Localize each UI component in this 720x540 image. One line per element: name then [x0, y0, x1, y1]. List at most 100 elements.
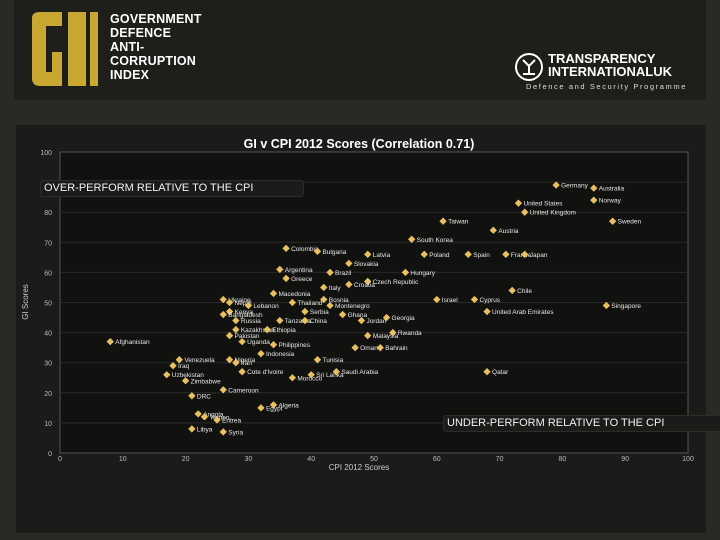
data-point-label: Bahrain — [385, 345, 408, 352]
data-point — [502, 250, 510, 259]
data-point — [364, 331, 372, 340]
gi-logo-icon — [26, 8, 102, 90]
scatter-chart: 0 10 20 30 40 50 60 70 80 90 100 0 10 20 30 40 50 60 70 80… — [21, 137, 694, 472]
data-point-label: Latvia — [373, 252, 391, 259]
data-point-label: Sri Lanka — [316, 372, 344, 379]
data-point-label: Sweden — [618, 219, 642, 226]
data-point-label: Australia — [599, 186, 625, 193]
chart-title: GI v CPI 2012 Scores (Correlation 0.71) — [244, 137, 475, 151]
data-point-label: Syria — [228, 429, 243, 436]
data-point-label: Taiwan — [448, 219, 469, 226]
data-point-label: Singapore — [611, 303, 641, 310]
data-point-label: Germany — [561, 183, 588, 190]
data-point-label: Italy — [329, 285, 342, 292]
gi-logo-text: GOVERNMENT DEFENCE ANTI- CORRUPTION INDE… — [110, 12, 202, 82]
x-tick-label: 80 — [559, 456, 567, 463]
x-tick-label: 90 — [621, 456, 629, 463]
data-point — [225, 356, 234, 364]
data-point — [225, 298, 234, 307]
x-tick-label: 100 — [682, 456, 694, 463]
data-point-label: Pakistan — [235, 333, 260, 340]
data-point-label: Ghana — [348, 312, 368, 319]
logo-line-4: CORRUPTION — [110, 54, 197, 68]
data-point-label: Montenegro — [335, 303, 370, 310]
data-point-label: Norway — [599, 198, 622, 205]
data-point-label: United States — [523, 201, 563, 208]
y-tick-label: 80 — [44, 210, 52, 217]
data-point-label: Hungary — [410, 270, 435, 277]
data-point-label: China — [310, 318, 327, 325]
data-point-label: United Kingdom — [530, 210, 576, 217]
data-point-label: Spain — [473, 252, 490, 259]
data-point — [232, 316, 240, 325]
data-point-label: Israel — [442, 297, 458, 304]
x-tick-label: 60 — [433, 456, 441, 463]
data-point — [232, 325, 240, 334]
data-point-label: Ethiopia — [272, 327, 296, 334]
y-tick-label: 50 — [44, 301, 52, 308]
data-point — [483, 307, 491, 316]
data-point-label: Eritrea — [222, 417, 242, 424]
data-point-label: Slovakia — [354, 261, 379, 268]
data-point-label: Uzbekistan — [172, 372, 205, 379]
data-point-label: Ukraine — [228, 297, 251, 304]
data-point-label: France — [511, 252, 532, 259]
data-point-label: Lebanon — [253, 303, 279, 310]
logo-line-3: ANTI- — [110, 40, 145, 54]
y-axis-label: GI Scores — [21, 284, 30, 320]
data-point — [552, 181, 560, 189]
data-point-label: Bulgaria — [322, 249, 346, 256]
data-point — [106, 337, 114, 346]
y-tick-label: 100 — [40, 150, 52, 157]
x-tick-label: 70 — [496, 456, 504, 463]
data-point — [364, 277, 372, 286]
x-tick-label: 30 — [245, 456, 253, 463]
data-point-label: Morocco — [297, 375, 322, 382]
data-point-label: Rwanda — [398, 330, 422, 337]
data-point — [345, 259, 353, 268]
x-tick-label: 40 — [307, 456, 315, 463]
data-point-label: Chile — [517, 288, 532, 295]
logo-line-1: GOVERNMENT — [110, 12, 202, 26]
data-point-label: Angola — [203, 411, 224, 418]
data-point — [521, 208, 529, 216]
data-point-label: United Arab Emirates — [492, 309, 554, 316]
x-axis-label: CPI 2012 Scores — [329, 463, 389, 472]
x-tick-label: 20 — [182, 456, 190, 463]
data-point — [345, 280, 353, 289]
data-point-label: Jordan — [366, 318, 386, 325]
data-point — [464, 250, 472, 259]
data-point — [420, 250, 428, 259]
ti-line-1: TRANSPARENCY — [548, 51, 656, 66]
under-perform-label: UNDER-PERFORM RELATIVE TO THE CPI — [443, 415, 720, 432]
data-point — [376, 343, 384, 352]
data-point-label: Poland — [429, 252, 450, 259]
ti-line-2-suffix: UK — [653, 64, 672, 79]
data-point — [382, 313, 391, 322]
x-tick-label: 10 — [119, 456, 127, 463]
data-point-label: Malaysia — [373, 333, 399, 340]
data-point — [489, 226, 497, 234]
data-point-label: Afghanistan — [115, 339, 150, 346]
y-tick-label: 40 — [44, 331, 52, 338]
data-point-label: Brazil — [335, 270, 352, 277]
data-point-label: Saudi Arabia — [341, 369, 378, 376]
data-point-label: Colombia — [291, 246, 319, 253]
data-point — [263, 325, 271, 334]
y-tick-label: 20 — [44, 391, 52, 398]
y-tick-label: 10 — [44, 421, 52, 428]
logo-line-2: DEFENCE — [110, 26, 172, 40]
data-point-label: Nigeria — [235, 357, 256, 364]
x-axis-ticks: 0 10 20 30 40 50 60 70 80 90 100 — [58, 456, 694, 463]
data-point — [276, 316, 284, 325]
data-point-label: Georgia — [392, 315, 416, 322]
data-point — [200, 413, 209, 421]
data-point-label: Libya — [197, 426, 213, 433]
data-point-label: South Korea — [417, 237, 454, 244]
data-point-label: Venezuela — [184, 357, 215, 364]
data-point — [269, 289, 278, 298]
data-points: Germany Australia United States Norway Unite… — [106, 181, 642, 436]
data-point — [320, 295, 328, 304]
over-perform-label: OVER-PERFORM RELATIVE TO THE CPI — [40, 180, 304, 197]
